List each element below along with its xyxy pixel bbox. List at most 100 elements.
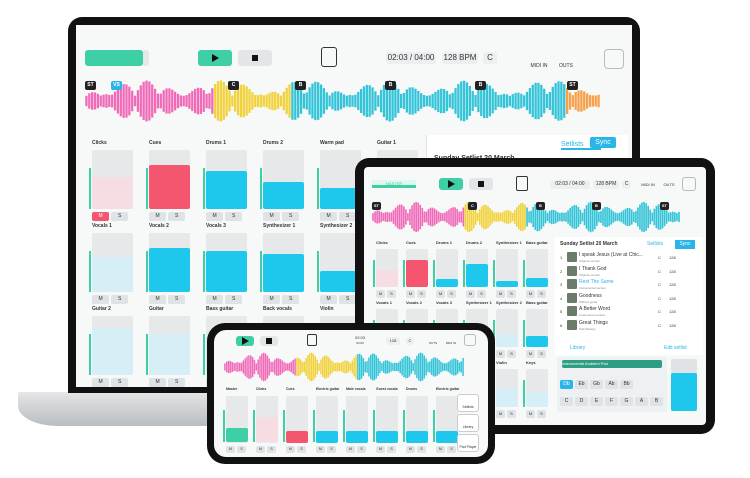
mute-button[interactable]: M bbox=[526, 290, 535, 298]
pad-key[interactable]: B bbox=[650, 397, 663, 406]
solo-button[interactable]: S bbox=[327, 445, 336, 453]
solo-button[interactable]: S bbox=[537, 350, 546, 358]
play-button[interactable] bbox=[439, 178, 463, 190]
solo-button[interactable]: S bbox=[537, 410, 546, 418]
mute-button[interactable]: M bbox=[436, 445, 445, 453]
solo-button[interactable]: S bbox=[282, 212, 300, 221]
mute-button[interactable]: M bbox=[346, 445, 355, 453]
song-title[interactable]: I Thank God bbox=[579, 265, 607, 272]
pad-key[interactable]: Ab bbox=[605, 380, 618, 389]
solo-button[interactable]: S bbox=[237, 445, 246, 453]
mute-button[interactable]: M bbox=[256, 445, 265, 453]
mute-button[interactable]: M bbox=[149, 378, 167, 387]
mute-button[interactable]: M bbox=[149, 212, 167, 221]
loop-button[interactable] bbox=[321, 47, 337, 67]
solo-button[interactable]: S bbox=[417, 445, 426, 453]
mute-button[interactable]: M bbox=[149, 295, 167, 304]
pad-key[interactable]: Gb bbox=[590, 380, 603, 389]
song-title[interactable]: Goodness bbox=[579, 292, 602, 299]
pad-key[interactable]: D bbox=[575, 397, 588, 406]
sync-button[interactable]: Sync bbox=[590, 137, 616, 148]
solo-button[interactable]: S bbox=[507, 290, 516, 298]
solo-button[interactable]: S bbox=[357, 445, 366, 453]
solo-button[interactable]: S bbox=[168, 212, 186, 221]
solo-button[interactable]: S bbox=[477, 290, 486, 298]
edit-setlist-link[interactable]: Edit setlist bbox=[664, 345, 687, 351]
solo-button[interactable]: S bbox=[339, 212, 357, 221]
setlists-tab[interactable]: Setlists bbox=[561, 139, 601, 150]
mute-button[interactable]: M bbox=[320, 295, 338, 304]
pad-key[interactable]: Db bbox=[560, 380, 573, 389]
song-title[interactable]: Rest The Same bbox=[579, 279, 614, 285]
solo-button[interactable]: S bbox=[111, 295, 129, 304]
mute-button[interactable]: M bbox=[263, 212, 281, 221]
song-title[interactable]: A Better Word bbox=[579, 306, 611, 312]
settings-button[interactable] bbox=[464, 334, 476, 346]
solo-button[interactable]: S bbox=[225, 212, 243, 221]
settings-button[interactable] bbox=[682, 177, 696, 191]
mute-button[interactable]: M bbox=[496, 290, 505, 298]
mute-button[interactable]: M bbox=[376, 445, 385, 453]
loop-button[interactable] bbox=[307, 334, 317, 346]
pad-key[interactable]: A bbox=[635, 397, 648, 406]
mute-button[interactable]: M bbox=[92, 295, 110, 304]
stop-button[interactable] bbox=[238, 50, 272, 66]
solo-button[interactable]: S bbox=[417, 290, 426, 298]
mute-button[interactable]: M bbox=[263, 295, 281, 304]
mute-button[interactable]: M bbox=[206, 295, 224, 304]
solo-button[interactable]: S bbox=[339, 295, 357, 304]
song-title[interactable]: Great Things bbox=[579, 319, 608, 326]
mute-button[interactable]: M bbox=[406, 445, 415, 453]
side-button[interactable] bbox=[457, 414, 479, 432]
solo-button[interactable]: S bbox=[447, 445, 456, 453]
pad-key[interactable]: F bbox=[605, 397, 618, 406]
solo-button[interactable]: S bbox=[267, 445, 276, 453]
song-title[interactable]: I speak Jesus (Live at Chic... bbox=[579, 252, 643, 258]
play-button[interactable] bbox=[236, 336, 254, 346]
solo-button[interactable]: S bbox=[282, 295, 300, 304]
play-button[interactable] bbox=[198, 50, 232, 66]
stop-button[interactable] bbox=[260, 336, 278, 346]
side-button[interactable] bbox=[457, 394, 479, 412]
mute-button[interactable]: M bbox=[406, 290, 415, 298]
solo-button[interactable]: S bbox=[447, 290, 456, 298]
mute-button[interactable]: M bbox=[436, 290, 445, 298]
solo-button[interactable]: S bbox=[297, 445, 306, 453]
pad-key[interactable]: E bbox=[590, 397, 603, 406]
mute-button[interactable]: M bbox=[286, 445, 295, 453]
solo-button[interactable]: S bbox=[537, 290, 546, 298]
pad-key[interactable]: C bbox=[560, 397, 573, 406]
mute-button[interactable]: M bbox=[316, 445, 325, 453]
solo-button[interactable]: S bbox=[168, 378, 186, 387]
solo-button[interactable]: S bbox=[111, 378, 129, 387]
solo-button[interactable]: S bbox=[507, 350, 516, 358]
mute-button[interactable]: M bbox=[496, 410, 505, 418]
mute-button[interactable]: M bbox=[92, 212, 110, 221]
solo-button[interactable]: S bbox=[507, 410, 516, 418]
mute-button[interactable]: M bbox=[206, 212, 224, 221]
library-link[interactable]: Library bbox=[570, 345, 586, 351]
pad-key[interactable]: G bbox=[620, 397, 633, 406]
mute-button[interactable]: M bbox=[466, 290, 475, 298]
mute-button[interactable]: M bbox=[226, 445, 235, 453]
setlists-tab[interactable]: Setlists bbox=[647, 241, 664, 247]
mute-button[interactable]: M bbox=[526, 410, 535, 418]
mute-button[interactable]: M bbox=[92, 378, 110, 387]
solo-button[interactable]: S bbox=[225, 295, 243, 304]
mute-button[interactable]: M bbox=[526, 350, 535, 358]
mute-button[interactable]: M bbox=[320, 212, 338, 221]
solo-button[interactable]: S bbox=[387, 290, 396, 298]
settings-button[interactable] bbox=[604, 49, 624, 69]
pad-key[interactable]: Eb bbox=[575, 380, 588, 389]
sync-button[interactable]: Sync bbox=[675, 240, 695, 249]
mute-button[interactable]: M bbox=[496, 350, 505, 358]
track-name: Electric guitar bbox=[316, 387, 340, 391]
mute-button[interactable]: M bbox=[376, 290, 385, 298]
solo-button[interactable]: S bbox=[387, 445, 396, 453]
solo-button[interactable]: S bbox=[168, 295, 186, 304]
solo-button[interactable]: S bbox=[111, 212, 129, 221]
stop-button[interactable] bbox=[469, 178, 493, 190]
side-button[interactable] bbox=[457, 434, 479, 452]
loop-button[interactable] bbox=[516, 176, 528, 191]
pad-key[interactable]: Bb bbox=[620, 380, 633, 389]
